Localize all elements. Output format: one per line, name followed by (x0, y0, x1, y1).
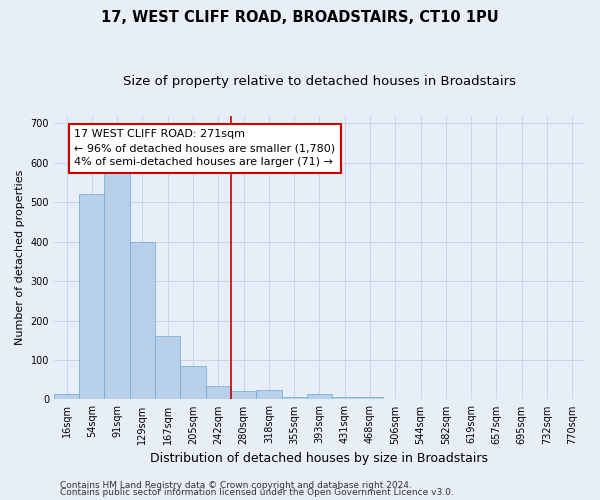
Text: 17 WEST CLIFF ROAD: 271sqm
← 96% of detached houses are smaller (1,780)
4% of se: 17 WEST CLIFF ROAD: 271sqm ← 96% of deta… (74, 130, 335, 168)
Bar (130, 242, 155, 400)
Title: Size of property relative to detached houses in Broadstairs: Size of property relative to detached ho… (123, 75, 516, 88)
Bar (181, 366, 206, 400)
Text: Contains HM Land Registry data © Crown copyright and database right 2024.: Contains HM Land Registry data © Crown c… (60, 480, 412, 490)
Text: Contains public sector information licensed under the Open Government Licence v3: Contains public sector information licen… (60, 488, 454, 497)
Bar (231, 391, 256, 400)
Y-axis label: Number of detached properties: Number of detached properties (15, 170, 25, 345)
Bar (332, 398, 358, 400)
Bar (358, 398, 383, 400)
Bar (104, 172, 130, 400)
Bar (54, 394, 79, 400)
Text: 17, WEST CLIFF ROAD, BROADSTAIRS, CT10 1PU: 17, WEST CLIFF ROAD, BROADSTAIRS, CT10 1… (101, 10, 499, 25)
Bar (155, 336, 181, 400)
Bar (307, 394, 332, 400)
Bar (206, 386, 231, 400)
Bar (79, 194, 104, 400)
Bar (281, 396, 307, 400)
Bar (256, 390, 281, 400)
X-axis label: Distribution of detached houses by size in Broadstairs: Distribution of detached houses by size … (151, 452, 488, 465)
